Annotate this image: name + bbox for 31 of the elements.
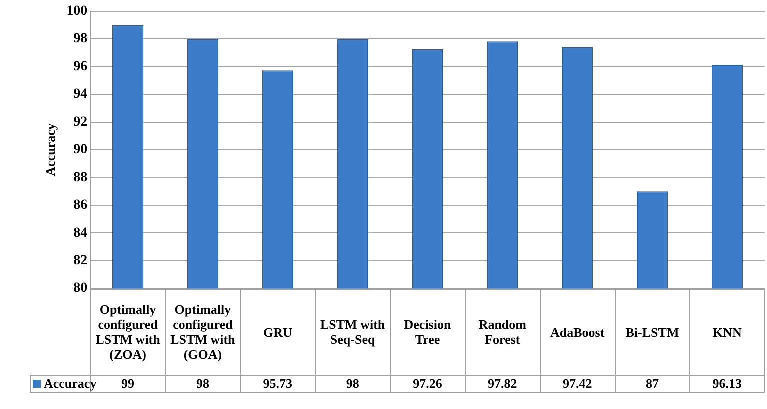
- y-tick-label: 98: [74, 32, 88, 47]
- x-tick-label: Optimally configured LSTM with (ZOA): [90, 289, 166, 376]
- x-tick-label: Decision Tree: [390, 289, 466, 376]
- x-tick-label: AdaBoost: [540, 289, 616, 376]
- data-label: 96.13: [690, 375, 765, 392]
- data-label: 98: [166, 375, 240, 392]
- x-tick-label: Bi-LSTM: [615, 289, 690, 376]
- y-tick-label: 88: [74, 170, 88, 186]
- data-label: 95.73: [240, 375, 316, 392]
- y-tick-label: 92: [74, 114, 88, 130]
- data-label: 98: [315, 375, 390, 392]
- legend-label: Accuracy: [43, 375, 97, 392]
- data-label: 97.82: [465, 375, 540, 392]
- y-tick-label: 82: [74, 253, 88, 268]
- y-tick-label: 80: [74, 281, 88, 296]
- x-tick-label: Random Forest: [465, 289, 540, 376]
- data-label: 97.26: [390, 375, 466, 392]
- x-tick-label: GRU: [240, 289, 316, 376]
- y-axis-title: Accuracy: [43, 123, 58, 176]
- y-tick-label: 86: [74, 198, 88, 214]
- x-tick-label: Optimally configured LSTM with (GOA): [166, 289, 240, 376]
- data-label: 87: [615, 375, 690, 392]
- data-label: 99: [122, 376, 135, 392]
- y-tick-label: 90: [74, 142, 88, 158]
- y-tick-label: 100: [66, 4, 88, 20]
- y-tick-label: 84: [74, 226, 88, 241]
- x-tick-label: KNN: [690, 289, 765, 376]
- x-tick-label: LSTM with Seq-Seq: [315, 289, 390, 376]
- y-tick-label: 96: [74, 59, 88, 74]
- y-tick-label: 94: [74, 87, 88, 102]
- data-label: 97.42: [540, 375, 616, 392]
